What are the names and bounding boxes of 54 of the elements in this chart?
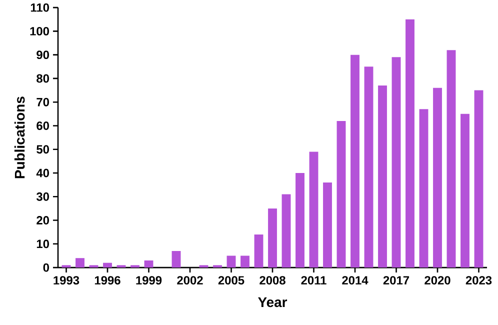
bar [323, 182, 332, 268]
bar [282, 194, 291, 268]
bar [309, 152, 318, 268]
y-tick-label: 30 [36, 192, 49, 202]
bar [116, 265, 126, 268]
x-tick-label: 1999 [136, 276, 162, 285]
x-tick-label: 2017 [383, 276, 410, 285]
x-axis-title: Year [258, 298, 288, 308]
x-tick-label: 2011 [301, 276, 326, 285]
bar [199, 265, 208, 268]
y-tick-label: 60 [36, 122, 49, 130]
bar [130, 265, 140, 268]
x-tick-label: 1996 [94, 276, 120, 285]
x-tick-label: 2008 [260, 276, 286, 285]
y-axis-title: Publications [14, 96, 25, 178]
bar [433, 88, 442, 268]
bar [378, 86, 387, 268]
x-tick-label: 2005 [218, 276, 244, 285]
bar [144, 260, 154, 268]
bar [172, 251, 181, 268]
y-tick-label: 80 [36, 74, 49, 83]
x-tick-label: 2023 [466, 276, 492, 285]
bar [62, 265, 71, 268]
y-tick-label: 100 [30, 27, 49, 36]
bar [336, 121, 346, 268]
y-tick-label: 0 [43, 264, 49, 272]
bar [419, 109, 428, 268]
bar [460, 114, 470, 268]
bar [268, 208, 277, 268]
y-tick-label: 20 [36, 216, 49, 225]
y-tick-label: 10 [36, 240, 49, 248]
bar [350, 55, 360, 268]
y-tick-label: 90 [36, 50, 49, 60]
bar [392, 57, 401, 268]
y-tick-label: 40 [36, 168, 49, 178]
bar [406, 20, 414, 268]
bar [89, 265, 98, 268]
bar [76, 258, 84, 268]
x-tick-label: 2002 [177, 276, 203, 285]
bar [364, 66, 374, 268]
bar [103, 263, 112, 268]
bar [474, 90, 484, 268]
bar [296, 173, 304, 268]
y-tick-label: 50 [36, 145, 49, 154]
bar [226, 256, 236, 268]
bar [213, 265, 222, 268]
bar [446, 50, 456, 268]
x-tick-label: 2014 [342, 276, 368, 285]
y-tick-label: 110 [30, 4, 49, 12]
y-tick-label: 70 [36, 98, 49, 107]
bar [254, 234, 264, 268]
bar [240, 256, 250, 268]
x-tick-label: 2020 [424, 276, 450, 285]
x-tick-label: 1993 [54, 276, 80, 285]
